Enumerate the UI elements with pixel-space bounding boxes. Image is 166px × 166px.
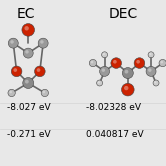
Circle shape: [102, 52, 108, 58]
Text: 0.040817 eV: 0.040817 eV: [86, 130, 144, 139]
Circle shape: [148, 52, 154, 58]
Circle shape: [122, 83, 134, 96]
Circle shape: [35, 66, 45, 77]
Circle shape: [43, 91, 45, 93]
Text: EC: EC: [17, 7, 35, 21]
Circle shape: [8, 38, 18, 48]
Circle shape: [100, 66, 110, 76]
Circle shape: [40, 40, 44, 44]
Circle shape: [153, 80, 159, 86]
Circle shape: [102, 68, 105, 72]
Circle shape: [134, 58, 145, 68]
Circle shape: [37, 68, 40, 72]
Circle shape: [89, 59, 97, 67]
Circle shape: [113, 60, 117, 64]
Circle shape: [98, 81, 100, 83]
Circle shape: [154, 81, 156, 83]
Circle shape: [11, 66, 22, 77]
Circle shape: [136, 60, 140, 64]
Circle shape: [22, 24, 35, 36]
Circle shape: [146, 66, 156, 76]
Circle shape: [23, 48, 33, 58]
Circle shape: [159, 59, 166, 67]
Text: DEC: DEC: [108, 7, 137, 21]
Circle shape: [111, 58, 122, 68]
Text: -0.271 eV: -0.271 eV: [7, 130, 50, 139]
Circle shape: [97, 80, 103, 86]
Circle shape: [122, 68, 133, 79]
Text: -8.027 eV: -8.027 eV: [7, 103, 50, 112]
Circle shape: [148, 68, 152, 72]
Circle shape: [161, 61, 163, 63]
Circle shape: [13, 68, 17, 72]
Text: -8.02328 eV: -8.02328 eV: [86, 103, 141, 112]
Circle shape: [25, 50, 29, 54]
Circle shape: [124, 70, 128, 74]
Circle shape: [124, 86, 128, 90]
Circle shape: [41, 89, 48, 97]
Circle shape: [103, 53, 105, 55]
Circle shape: [149, 53, 151, 55]
Circle shape: [23, 78, 34, 88]
Circle shape: [10, 40, 14, 44]
Circle shape: [8, 89, 15, 97]
Circle shape: [9, 91, 12, 93]
Circle shape: [25, 80, 29, 83]
Circle shape: [91, 61, 93, 63]
Circle shape: [24, 26, 29, 31]
Circle shape: [38, 38, 48, 48]
